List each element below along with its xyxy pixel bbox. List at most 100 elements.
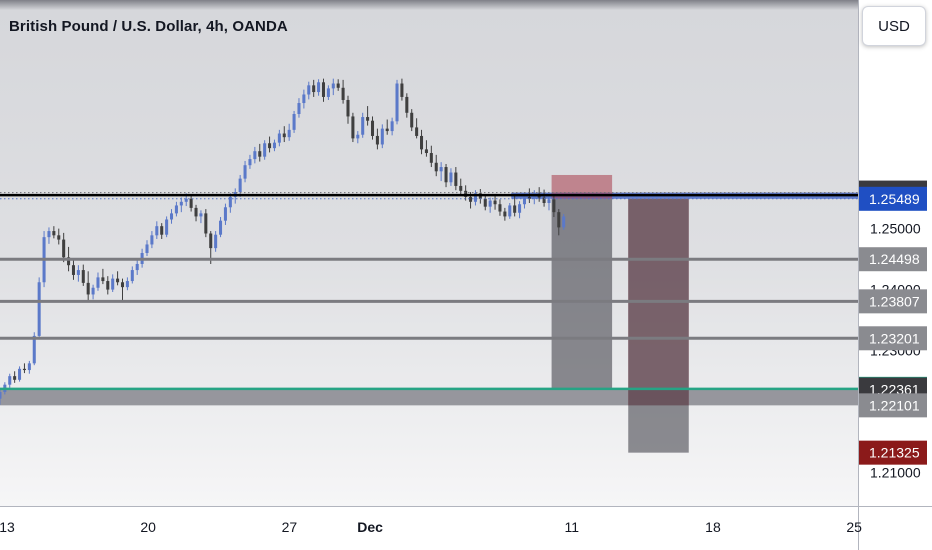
- candle-body: [194, 207, 198, 217]
- candle-body: [169, 213, 174, 220]
- candle-body: [47, 231, 51, 238]
- candle-body: [292, 114, 296, 130]
- candle-body: [503, 211, 507, 217]
- price-label-box: [859, 440, 927, 465]
- position-tool-reward-0[interactable]: [551, 198, 613, 389]
- candle-body: [454, 172, 458, 186]
- candle-body: [209, 233, 213, 249]
- candle-body: [238, 178, 242, 193]
- position-tool-reward-1[interactable]: [628, 198, 689, 453]
- candle-body: [513, 205, 517, 213]
- candle-body: [449, 172, 453, 183]
- candle-body: [189, 198, 193, 208]
- candle-body: [400, 83, 404, 97]
- candle-body: [32, 335, 36, 364]
- horizontal-lines-layer[interactable]: [0, 192, 858, 391]
- price-label-box: [859, 289, 927, 314]
- x-tick-label: 20: [140, 519, 156, 535]
- candle-body: [395, 83, 399, 122]
- candle-body: [424, 149, 428, 154]
- candle-body: [18, 368, 22, 380]
- candle-body: [385, 128, 389, 132]
- candle-body: [326, 88, 330, 97]
- chart-background: [0, 0, 858, 506]
- y-tick-label: 1.21000: [870, 464, 921, 480]
- candle-body: [120, 282, 125, 288]
- x-tick-label: 11: [564, 519, 579, 535]
- zone-0: [0, 389, 858, 406]
- position-tools-layer[interactable]: [551, 174, 689, 453]
- y-tick-label: 1.25000: [870, 221, 921, 237]
- candle-body: [184, 198, 188, 202]
- candle-body: [106, 281, 110, 290]
- price-label-box: [859, 326, 927, 351]
- price-label-text: 1.23201: [869, 330, 920, 346]
- candle-body: [81, 270, 85, 283]
- candle-body: [135, 263, 139, 271]
- candle-body: [91, 287, 95, 295]
- x-tick-label: 25: [846, 519, 862, 535]
- candle-body: [518, 204, 522, 213]
- currency-button[interactable]: USD: [862, 6, 926, 46]
- candle-body: [248, 159, 252, 166]
- candle-body: [150, 235, 154, 245]
- x-tick-label: 13: [0, 519, 15, 535]
- candle-body: [302, 94, 306, 104]
- candle-body: [473, 193, 477, 202]
- candle-body: [101, 277, 105, 282]
- price-label-text: 1.24498: [869, 251, 920, 267]
- candle-body: [0, 391, 2, 399]
- candle-body: [552, 199, 556, 213]
- x-ticks-layer: 13 20 27 Dec 11 18 25: [0, 519, 862, 535]
- candle-body: [321, 82, 326, 97]
- candle-body: [542, 197, 546, 204]
- candle-body: [282, 133, 286, 138]
- candle-body: [67, 257, 71, 266]
- candle-body: [415, 127, 419, 136]
- candle-body: [145, 244, 149, 253]
- candle-body: [405, 96, 409, 113]
- candle-body: [317, 82, 321, 93]
- candle-body: [464, 190, 468, 197]
- time-axis-panel: [0, 506, 932, 550]
- candle-body: [336, 83, 340, 88]
- candle-body: [199, 213, 203, 217]
- candle-body: [52, 231, 56, 236]
- candle-body: [562, 216, 566, 228]
- candle-body: [174, 205, 178, 214]
- candle-body: [62, 239, 66, 258]
- candle-body: [27, 363, 31, 371]
- candle-body: [469, 196, 473, 202]
- candle-body: [444, 167, 448, 183]
- candle-body: [429, 153, 433, 163]
- candle-body: [557, 212, 561, 228]
- candle-body: [76, 270, 80, 275]
- candle-body: [459, 185, 463, 191]
- candle-body: [341, 87, 345, 100]
- candle-body: [287, 129, 291, 138]
- candle-body: [439, 167, 443, 172]
- candle-body: [297, 103, 301, 115]
- price-label-text: 1.25489: [869, 191, 920, 207]
- candle-body: [253, 151, 257, 160]
- candle-body: [125, 281, 129, 288]
- candle-body: [204, 213, 208, 234]
- candle-body: [263, 143, 267, 157]
- candle-body: [547, 199, 551, 204]
- candle-body: [258, 151, 262, 157]
- candle-body: [370, 120, 375, 136]
- candle-body: [375, 135, 379, 145]
- candle-body: [22, 368, 26, 371]
- candle-body: [390, 121, 394, 132]
- x-tick-label: 18: [705, 519, 721, 535]
- candle-body: [277, 133, 281, 143]
- candle-body: [307, 85, 311, 95]
- candle-body: [130, 270, 134, 282]
- candle-body: [243, 165, 247, 179]
- candle-body: [116, 278, 120, 283]
- candle-body: [13, 376, 17, 380]
- candle-body: [434, 162, 438, 172]
- candle-body: [96, 277, 100, 288]
